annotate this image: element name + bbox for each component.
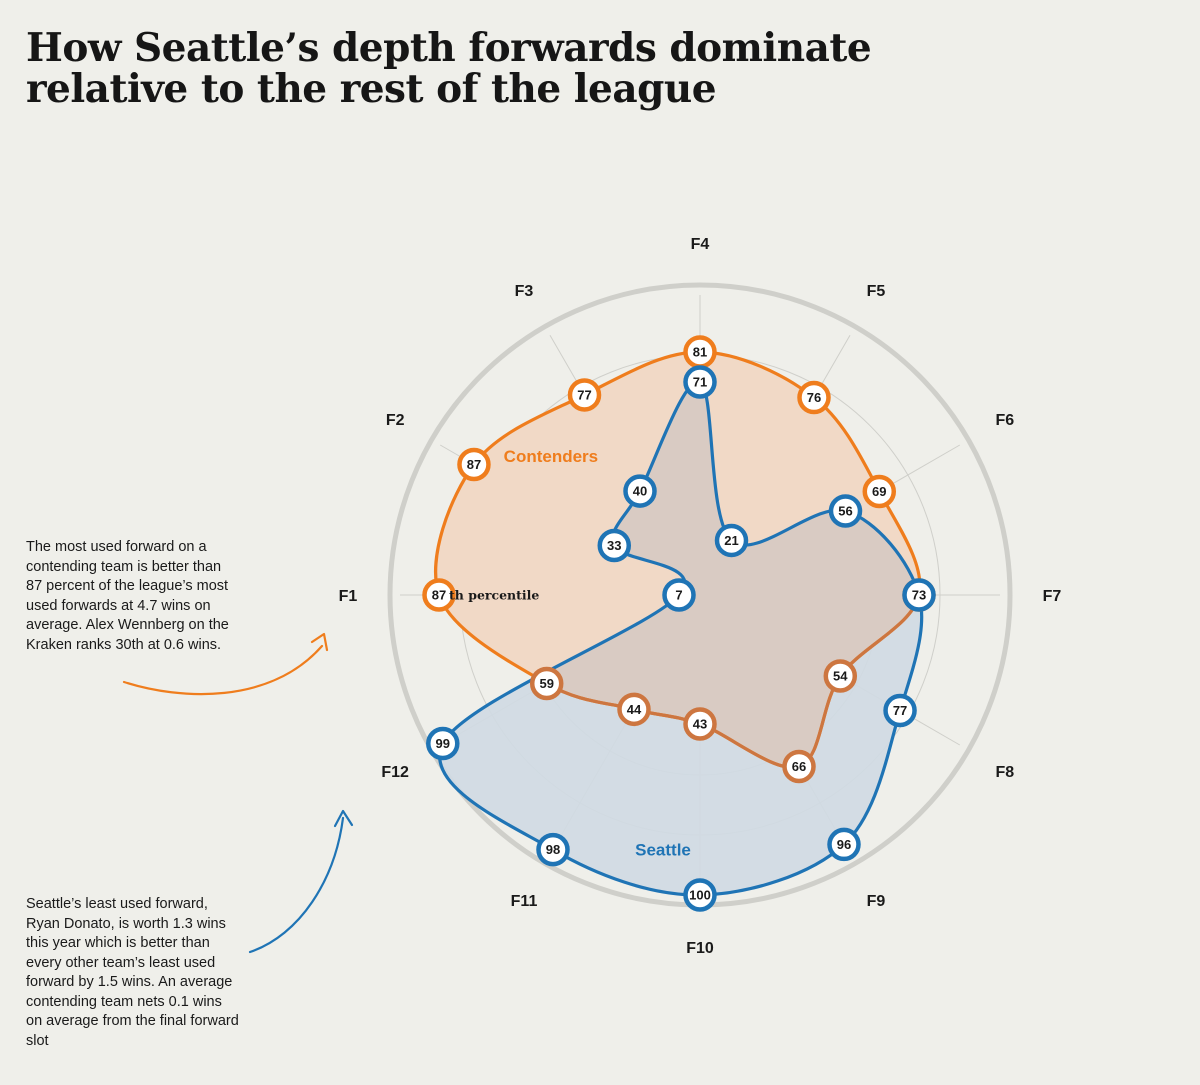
contenders-arrow	[122, 644, 324, 696]
marker-contenders-f2: 87	[457, 447, 491, 482]
marker-contenders-f3: 77	[567, 378, 602, 412]
marker-contenders-f9: 66	[782, 749, 816, 784]
marker-value-contenders-f10: 43	[693, 717, 707, 732]
marker-contenders-f6: 69	[862, 474, 897, 509]
marker-seattle-f4: 71	[683, 365, 717, 399]
chart-title: How Seattle’s depth forwards dominate re…	[26, 25, 872, 112]
axis-label-f1: F1	[339, 588, 358, 605]
axis-label-f4: F4	[691, 236, 710, 253]
marker-contenders-f4: 81	[683, 335, 717, 369]
marker-value-seattle-f5: 21	[724, 533, 738, 548]
marker-contenders-f5: 76	[797, 380, 831, 415]
marker-value-contenders-f11: 44	[627, 702, 642, 717]
axis-labels: F1 F2 F3 F4 F5 F6 F7 F8 F9 F10 F11 F12	[339, 236, 1062, 957]
marker-value-seattle-f4: 71	[693, 375, 707, 390]
marker-value-contenders-f2: 87	[467, 457, 481, 472]
axis-label-f5: F5	[867, 283, 886, 300]
axis-label-f10: F10	[686, 940, 714, 957]
marker-value-seattle-f11: 98	[546, 842, 560, 857]
marker-value-contenders-f4: 81	[693, 345, 707, 360]
marker-seattle-f10: 100	[683, 878, 717, 912]
marker-value-seattle-f2: 33	[607, 538, 621, 553]
marker-value-seattle-f9: 96	[837, 837, 851, 852]
seattle-arrowhead	[333, 809, 354, 828]
contenders-arrowhead	[310, 632, 329, 652]
marker-seattle-f9: 96	[827, 827, 861, 862]
percentile-annotation: th percentile	[449, 588, 539, 603]
seattle-annotation-note: Seattle’s least used forward, Ryan Donat…	[26, 896, 239, 1049]
annotation-arrows	[122, 632, 354, 954]
marker-value-contenders-f3: 77	[577, 387, 591, 402]
axis-label-f9: F9	[867, 893, 886, 910]
seattle-line	[438, 380, 924, 897]
data-markers: 8787778176697354664344597334071215673779…	[422, 335, 936, 912]
marker-value-seattle-f8: 77	[893, 703, 907, 718]
marker-contenders-f1: 87	[422, 578, 456, 612]
marker-value-seattle-f3: 40	[633, 484, 647, 499]
marker-seattle-f11: 98	[536, 832, 570, 867]
marker-value-seattle-f7: 73	[912, 588, 926, 603]
series-label-contenders: Contenders	[504, 447, 598, 466]
marker-seattle-f1: 7	[662, 578, 696, 612]
marker-seattle-f5: 21	[714, 523, 749, 558]
series-label-seattle: Seattle	[635, 841, 691, 860]
marker-value-contenders-f6: 69	[872, 484, 886, 499]
marker-seattle-f3: 40	[623, 474, 657, 508]
marker-value-contenders-f12: 59	[539, 676, 553, 691]
marker-seattle-f2: 33	[597, 528, 632, 563]
marker-value-contenders-f1: 87	[432, 588, 446, 603]
marker-value-seattle-f1: 7	[675, 588, 682, 603]
seattle-arrow	[248, 816, 345, 954]
marker-value-seattle-f10: 100	[689, 888, 711, 903]
series-labels: Contenders Seattle	[504, 447, 691, 860]
marker-value-seattle-f6: 56	[838, 504, 852, 519]
marker-seattle-f6: 56	[828, 494, 863, 528]
marker-contenders-f8: 54	[823, 659, 858, 693]
axis-label-f6: F6	[996, 412, 1015, 429]
marker-contenders-f11: 44	[617, 692, 651, 727]
axis-label-f11: F11	[511, 893, 538, 910]
marker-value-contenders-f8: 54	[833, 669, 848, 684]
axis-label-f3: F3	[515, 283, 534, 300]
axis-label-f12: F12	[381, 764, 409, 781]
contenders-annotation-note: The most used forward on a contending te…	[26, 539, 229, 653]
marker-contenders-f12: 59	[529, 666, 564, 701]
axis-label-f8: F8	[996, 764, 1015, 781]
marker-seattle-f8: 77	[883, 693, 917, 728]
marker-value-seattle-f12: 99	[436, 736, 450, 751]
marker-value-contenders-f5: 76	[807, 390, 821, 405]
marker-contenders-f10: 43	[683, 707, 717, 741]
marker-seattle-f7: 73	[902, 578, 936, 612]
axis-label-f2: F2	[386, 412, 405, 429]
axis-label-f7: F7	[1043, 588, 1062, 605]
marker-value-contenders-f9: 66	[792, 759, 806, 774]
marker-seattle-f12: 99	[426, 726, 460, 761]
